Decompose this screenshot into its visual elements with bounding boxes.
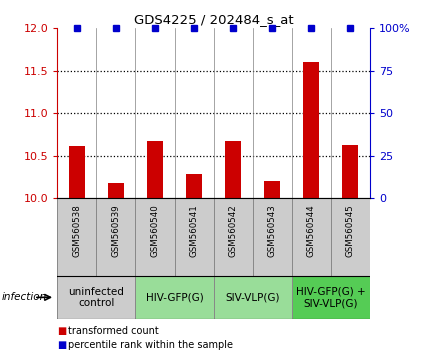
Text: GSM560544: GSM560544 xyxy=(307,205,316,257)
Text: HIV-GFP(G): HIV-GFP(G) xyxy=(146,292,204,302)
Bar xyxy=(213,198,252,276)
Bar xyxy=(57,276,136,319)
Text: ■: ■ xyxy=(57,340,67,350)
Text: SIV-VLP(G): SIV-VLP(G) xyxy=(225,292,280,302)
Bar xyxy=(136,198,175,276)
Bar xyxy=(175,198,213,276)
Bar xyxy=(343,145,358,198)
Text: GSM560539: GSM560539 xyxy=(111,205,120,257)
Text: GSM560542: GSM560542 xyxy=(229,205,238,257)
Bar xyxy=(96,198,136,276)
Bar xyxy=(225,141,241,198)
Text: GSM560543: GSM560543 xyxy=(268,205,277,257)
Bar xyxy=(292,276,370,319)
Bar xyxy=(292,198,331,276)
Text: ■: ■ xyxy=(57,326,67,336)
Text: transformed count: transformed count xyxy=(68,326,159,336)
Text: GSM560541: GSM560541 xyxy=(190,205,198,257)
Text: percentile rank within the sample: percentile rank within the sample xyxy=(68,340,233,350)
Bar xyxy=(252,198,292,276)
Text: HIV-GFP(G) +
SIV-VLP(G): HIV-GFP(G) + SIV-VLP(G) xyxy=(296,286,366,308)
Bar xyxy=(69,145,85,198)
Bar xyxy=(303,62,319,198)
Bar xyxy=(264,181,280,198)
Text: GSM560538: GSM560538 xyxy=(72,205,82,257)
Bar xyxy=(147,141,163,198)
Bar xyxy=(213,276,292,319)
Bar xyxy=(331,198,370,276)
Bar xyxy=(57,198,96,276)
Bar xyxy=(108,183,124,198)
Text: GSM560545: GSM560545 xyxy=(346,205,355,257)
Bar xyxy=(186,175,202,198)
Text: uninfected
control: uninfected control xyxy=(68,286,125,308)
Title: GDS4225 / 202484_s_at: GDS4225 / 202484_s_at xyxy=(134,13,293,26)
Text: GSM560540: GSM560540 xyxy=(150,205,159,257)
Bar xyxy=(136,276,213,319)
Text: infection: infection xyxy=(2,292,47,302)
